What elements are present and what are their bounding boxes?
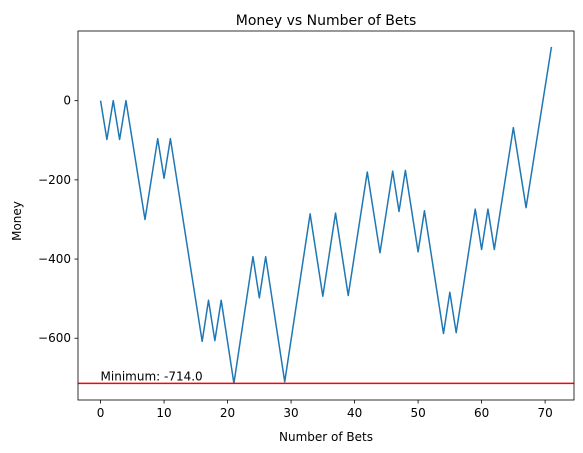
x-tick-label: 10 (156, 406, 171, 420)
y-tick-label: −200 (38, 173, 71, 187)
chart-title: Money vs Number of Bets (236, 13, 417, 29)
x-tick-label: 20 (220, 406, 235, 420)
x-tick-label: 40 (347, 406, 362, 420)
minimum-label: Minimum: -714.0 (101, 369, 203, 383)
x-tick-label: 30 (283, 406, 298, 420)
y-tick-label: 0 (63, 94, 71, 108)
x-tick-label: 0 (97, 406, 105, 420)
y-tick-label: −400 (38, 252, 71, 266)
x-tick-label: 50 (410, 406, 425, 420)
x-tick-label: 60 (474, 406, 489, 420)
x-tick-label: 70 (537, 406, 552, 420)
series-line-0 (99, 46, 553, 385)
plot-frame (77, 30, 575, 401)
y-axis-label: Money (10, 201, 24, 241)
y-tick-label: −600 (38, 331, 71, 345)
x-axis-label: Number of Bets (279, 430, 373, 444)
